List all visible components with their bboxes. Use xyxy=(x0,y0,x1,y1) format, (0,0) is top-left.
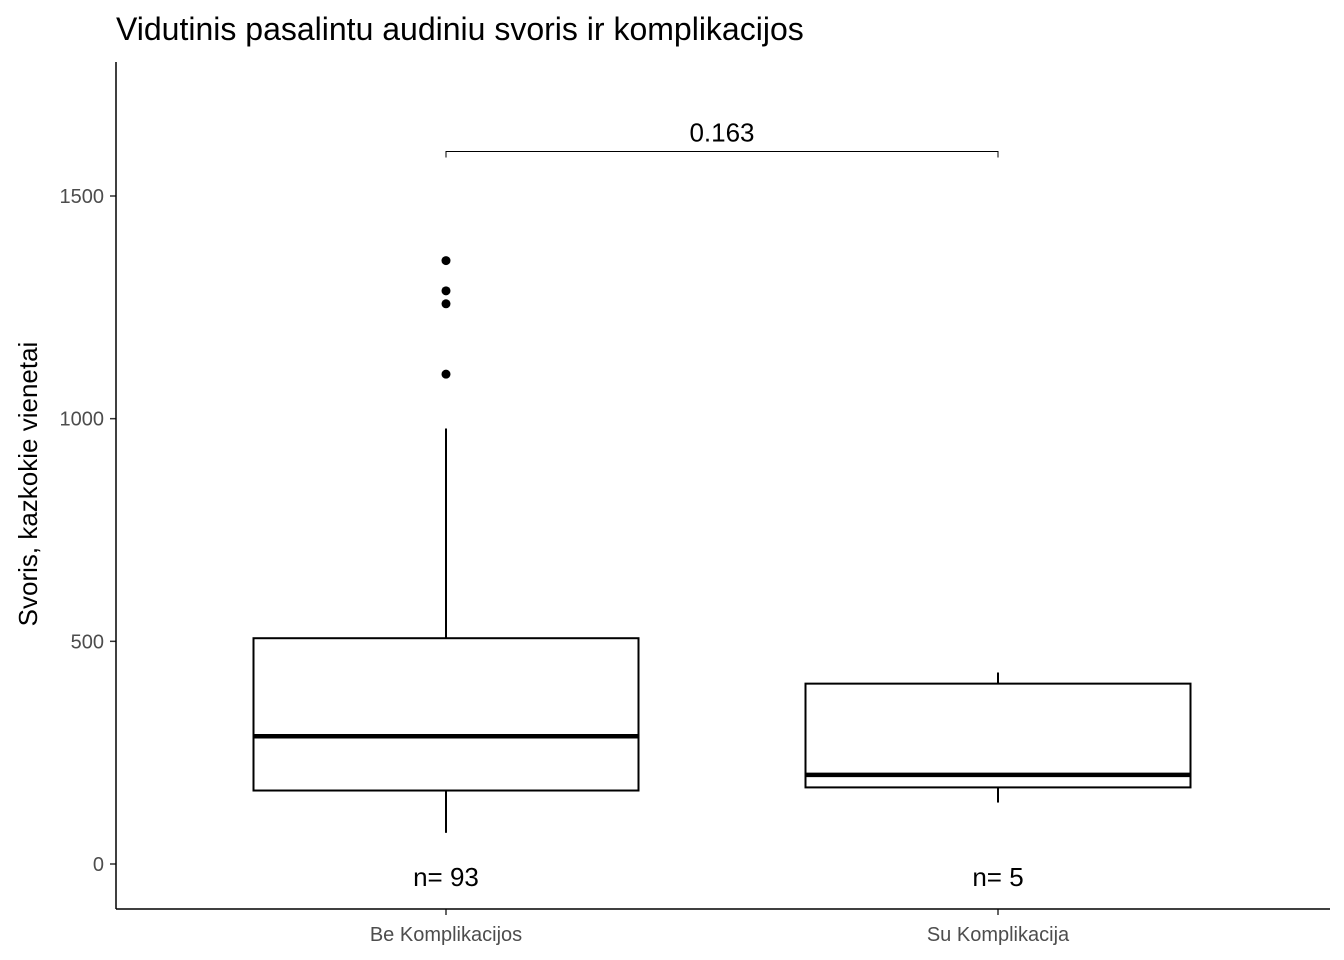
box-iqr xyxy=(804,682,1192,789)
n-label: n= 5 xyxy=(972,862,1023,892)
box-group: n= 93 xyxy=(252,256,640,892)
chart-title: Vidutinis pasalintu audiniu svoris ir ko… xyxy=(116,11,804,47)
y-axis-ticks: 0 500 1000 1500 xyxy=(60,186,116,876)
x-tick-label: Be Komplikacijos xyxy=(370,924,522,946)
comparison-bracket xyxy=(445,150,999,158)
n-label: n= 93 xyxy=(413,862,479,892)
box-group: n= 5 xyxy=(804,672,1192,892)
y-tick-label: 1500 xyxy=(60,186,105,208)
p-value-label: 0.163 xyxy=(689,117,754,147)
outlier-point xyxy=(441,299,451,309)
y-tick-label: 1000 xyxy=(60,409,105,431)
outlier-point xyxy=(441,286,451,296)
x-tick-label: Su Komplikacija xyxy=(927,924,1070,946)
comparison-bracket-group: 0.163 xyxy=(445,117,999,158)
outlier-point xyxy=(441,369,451,379)
y-axis-label: Svoris, kazkokie vienetai xyxy=(13,342,43,627)
y-tick-label: 500 xyxy=(71,631,104,653)
outlier-point xyxy=(441,256,451,266)
y-tick-label: 0 xyxy=(93,854,104,876)
x-axis-ticks: Be Komplikacijos Su Komplikacija xyxy=(370,909,1070,946)
box-iqr xyxy=(252,637,640,792)
boxes: n= 93 n= 5 xyxy=(252,256,1192,892)
